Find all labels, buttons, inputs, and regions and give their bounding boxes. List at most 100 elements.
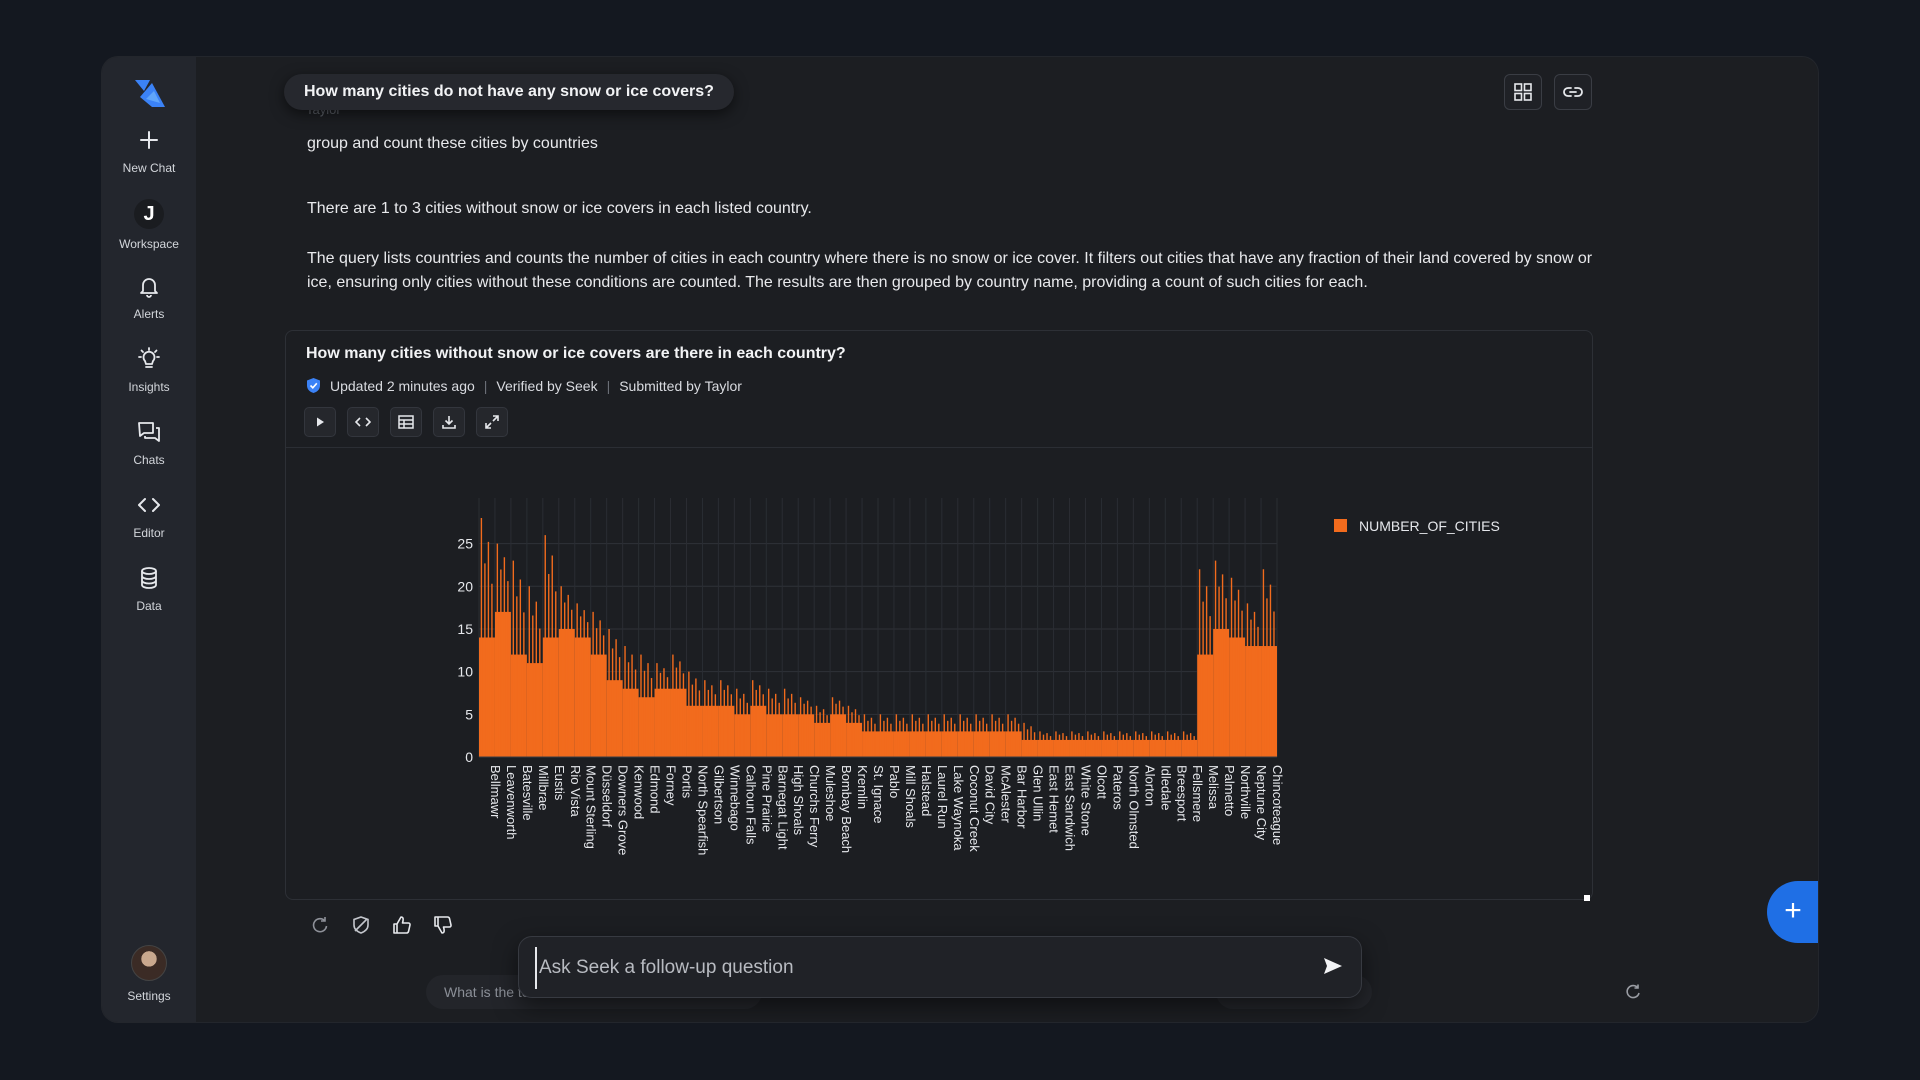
resize-handle[interactable] (1584, 895, 1590, 901)
send-button[interactable] (1323, 957, 1343, 980)
x-tick-label: East Hemet (1047, 765, 1062, 833)
sidebar-item-settings[interactable]: Settings (102, 945, 196, 1003)
x-tick-label: Kremlin (855, 765, 870, 809)
bar (574, 637, 591, 757)
bar (814, 722, 831, 757)
play-icon (317, 417, 324, 427)
answer-detail: The query lists countries and counts the… (307, 250, 1593, 291)
bar (718, 705, 735, 757)
bar (957, 731, 974, 757)
x-tick-label: East Sandwich (1063, 765, 1078, 851)
bar (909, 731, 926, 757)
sidebar-item-new-chat[interactable]: New Chat (102, 127, 196, 175)
x-tick-label: Forney (664, 765, 679, 806)
bar (1101, 739, 1118, 757)
bar (1181, 739, 1198, 757)
y-tick-label: 0 (465, 749, 473, 765)
sidebar-item-label: Settings (127, 989, 171, 1003)
sidebar-item-label: Workspace (119, 237, 179, 251)
bar (1005, 731, 1022, 757)
sidebar-item-insights[interactable]: Insights (102, 346, 196, 394)
x-tick-label: Millbrae (536, 765, 551, 811)
header-actions (1496, 74, 1593, 110)
plus-icon: + (1784, 894, 1802, 927)
bar (1117, 739, 1134, 757)
bar (670, 688, 687, 757)
bar (893, 731, 910, 757)
grid-icon (1514, 83, 1532, 101)
sidebar-item-chats[interactable]: Chats (102, 419, 196, 467)
separator: | (483, 377, 488, 394)
thumbs-down-button[interactable] (433, 915, 453, 935)
x-tick-label: High Shoals (791, 765, 806, 836)
view-code-button[interactable] (347, 407, 379, 437)
table-view-button[interactable] (390, 407, 422, 437)
updated-text: Updated 2 minutes ago (330, 377, 475, 394)
unverify-button[interactable] (351, 915, 371, 935)
feedback-actions (310, 915, 474, 935)
refresh-icon (1626, 984, 1640, 999)
refresh-icon (312, 917, 328, 933)
bar (479, 637, 495, 757)
sidebar-item-editor[interactable]: Editor (102, 492, 196, 540)
sidebar-item-data[interactable]: Data (102, 565, 196, 613)
followup-input[interactable] (535, 947, 1301, 989)
x-tick-label: Churchs Ferry (807, 765, 822, 848)
sidebar-item-workspace[interactable]: J Workspace (102, 199, 196, 251)
bar (1213, 628, 1230, 757)
bell-icon (140, 278, 158, 298)
x-tick-label: Düsseldorf (600, 765, 615, 828)
sidebar-item-label: Chats (133, 453, 165, 467)
bar (494, 611, 511, 757)
y-tick-label: 15 (457, 621, 473, 637)
run-button[interactable] (304, 407, 336, 437)
separator: | (606, 377, 611, 394)
sidebar-item-label: New Chat (122, 161, 176, 175)
sidebar-item-alerts[interactable]: Alerts (102, 273, 196, 321)
x-tick-label: Northville (1238, 765, 1253, 819)
bar (638, 697, 655, 757)
app-window: New Chat J Workspace Alerts Insights Cha… (102, 57, 1818, 1022)
bar (925, 731, 942, 757)
x-tick-label: David City (983, 765, 998, 825)
bar (846, 722, 863, 757)
bar (510, 654, 527, 757)
lightbulb-icon (138, 347, 160, 368)
x-tick-label: Glen Ullin (1031, 765, 1046, 821)
bar (558, 628, 575, 757)
x-tick-label: Chincoteague (1270, 765, 1285, 845)
bar (1197, 654, 1214, 757)
x-tick-label: North Spearfish (695, 765, 710, 855)
x-tick-label: Pablo (887, 765, 902, 798)
x-tick-label: Lake Waynoka (951, 765, 966, 851)
user-message: group and count these cities by countrie… (307, 135, 598, 152)
expand-icon (485, 415, 499, 429)
x-tick-label: Winnebago (727, 765, 742, 831)
share-link-button[interactable] (1554, 74, 1593, 110)
answer-summary: There are 1 to 3 cities without snow or … (307, 200, 812, 217)
dashboard-button[interactable] (1504, 74, 1542, 110)
sidebar: New Chat J Workspace Alerts Insights Cha… (102, 57, 196, 1022)
y-tick-label: 20 (457, 578, 473, 594)
bar (606, 680, 623, 757)
y-tick-label: 25 (457, 536, 473, 552)
expand-button[interactable] (476, 407, 508, 437)
bar (654, 688, 671, 757)
thumbs-up-button[interactable] (392, 915, 412, 935)
x-tick-label: St. Ignace (871, 765, 886, 824)
download-button[interactable] (433, 407, 465, 437)
bar (1037, 739, 1054, 757)
bar (1085, 739, 1102, 757)
bar (798, 714, 815, 757)
followup-input-box (518, 936, 1362, 998)
bar (1053, 739, 1070, 757)
add-button[interactable]: + (1767, 881, 1818, 943)
y-tick-label: 5 (465, 706, 473, 722)
x-tick-label: Leavenworth (504, 765, 519, 839)
bar (542, 637, 559, 757)
thumbs-up-icon (393, 916, 411, 934)
x-tick-label: Pine Prairie (759, 765, 774, 832)
regenerate-button[interactable] (310, 915, 330, 935)
refresh-suggestions-button[interactable] (1624, 983, 1642, 1006)
bar (1133, 739, 1150, 757)
